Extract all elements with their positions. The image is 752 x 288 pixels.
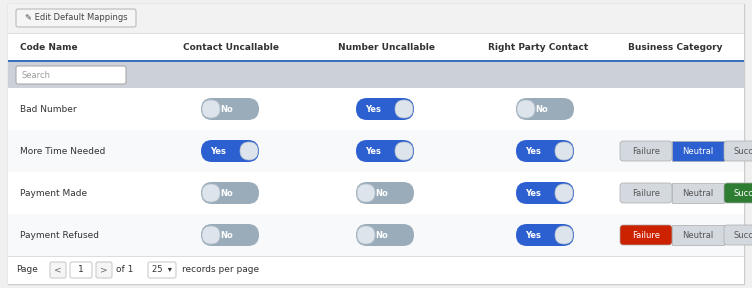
FancyBboxPatch shape: [724, 141, 752, 161]
Text: Yes: Yes: [526, 147, 541, 156]
Bar: [8, 255, 744, 256]
FancyBboxPatch shape: [724, 183, 752, 203]
FancyBboxPatch shape: [201, 140, 259, 162]
FancyBboxPatch shape: [516, 98, 574, 120]
FancyBboxPatch shape: [555, 184, 573, 202]
Bar: [672, 225, 724, 245]
Text: Yes: Yes: [526, 230, 541, 240]
Text: Search: Search: [22, 71, 51, 79]
FancyBboxPatch shape: [516, 182, 574, 204]
Bar: [8, 130, 744, 172]
Text: Neutral: Neutral: [682, 230, 714, 240]
Bar: [672, 141, 724, 161]
Text: Failure: Failure: [632, 189, 660, 198]
FancyBboxPatch shape: [148, 262, 176, 278]
Text: Neutral: Neutral: [682, 147, 714, 156]
FancyBboxPatch shape: [70, 262, 92, 278]
Text: ✎ Edit Default Mappings: ✎ Edit Default Mappings: [25, 14, 127, 22]
FancyBboxPatch shape: [50, 262, 66, 278]
FancyBboxPatch shape: [201, 224, 259, 246]
Text: Yes: Yes: [211, 147, 226, 156]
Text: Success: Success: [733, 147, 752, 156]
Bar: [8, 4, 744, 34]
Text: Success: Success: [733, 230, 752, 240]
Text: Code Name: Code Name: [20, 43, 77, 52]
Text: No: No: [220, 189, 233, 198]
FancyBboxPatch shape: [356, 140, 414, 162]
FancyBboxPatch shape: [724, 225, 752, 245]
FancyBboxPatch shape: [201, 182, 259, 204]
Text: Failure: Failure: [632, 147, 660, 156]
Text: Yes: Yes: [365, 147, 381, 156]
Bar: [8, 88, 744, 130]
Text: Page: Page: [16, 266, 38, 274]
Bar: [8, 62, 744, 88]
FancyBboxPatch shape: [395, 100, 413, 118]
Bar: [8, 256, 744, 257]
Text: More Time Needed: More Time Needed: [20, 147, 105, 156]
Text: of 1: of 1: [116, 266, 133, 274]
Bar: [8, 256, 744, 284]
Text: Yes: Yes: [365, 105, 381, 113]
FancyBboxPatch shape: [201, 98, 259, 120]
Text: No: No: [220, 230, 233, 240]
Text: Business Category: Business Category: [628, 43, 723, 52]
Bar: [8, 213, 744, 214]
Text: Success: Success: [733, 189, 752, 198]
Text: Payment Made: Payment Made: [20, 189, 87, 198]
FancyBboxPatch shape: [16, 66, 126, 84]
Text: Neutral: Neutral: [682, 189, 714, 198]
Text: records per page: records per page: [182, 266, 259, 274]
FancyBboxPatch shape: [202, 184, 220, 202]
Text: 25  ▾: 25 ▾: [152, 266, 172, 274]
Text: Yes: Yes: [526, 189, 541, 198]
Text: No: No: [220, 105, 233, 113]
FancyBboxPatch shape: [356, 98, 414, 120]
FancyBboxPatch shape: [395, 142, 413, 160]
FancyBboxPatch shape: [357, 226, 375, 244]
Text: Contact Uncallable: Contact Uncallable: [183, 43, 279, 52]
FancyBboxPatch shape: [620, 225, 672, 245]
FancyBboxPatch shape: [516, 224, 574, 246]
Text: Payment Refused: Payment Refused: [20, 230, 99, 240]
FancyBboxPatch shape: [16, 9, 136, 27]
Bar: [8, 214, 744, 256]
FancyBboxPatch shape: [516, 140, 574, 162]
FancyBboxPatch shape: [555, 226, 573, 244]
Text: No: No: [535, 105, 548, 113]
Text: No: No: [375, 189, 388, 198]
FancyBboxPatch shape: [517, 100, 535, 118]
FancyBboxPatch shape: [356, 182, 414, 204]
Bar: [8, 33, 744, 34]
Text: Number Uncallable: Number Uncallable: [338, 43, 435, 52]
Bar: [672, 183, 724, 203]
Text: Bad Number: Bad Number: [20, 105, 77, 113]
FancyBboxPatch shape: [356, 224, 414, 246]
FancyBboxPatch shape: [240, 142, 258, 160]
Bar: [8, 60, 744, 62]
Text: Failure: Failure: [632, 230, 660, 240]
Text: >: >: [100, 266, 108, 274]
Text: <: <: [54, 266, 62, 274]
FancyBboxPatch shape: [620, 141, 672, 161]
Text: No: No: [375, 230, 388, 240]
FancyBboxPatch shape: [555, 142, 573, 160]
Bar: [8, 34, 744, 62]
Bar: [8, 171, 744, 172]
Text: 1: 1: [78, 266, 84, 274]
Text: Right Party Contact: Right Party Contact: [488, 43, 588, 52]
FancyBboxPatch shape: [620, 183, 672, 203]
FancyBboxPatch shape: [202, 226, 220, 244]
FancyBboxPatch shape: [357, 184, 375, 202]
FancyBboxPatch shape: [202, 100, 220, 118]
FancyBboxPatch shape: [96, 262, 112, 278]
Bar: [8, 172, 744, 214]
